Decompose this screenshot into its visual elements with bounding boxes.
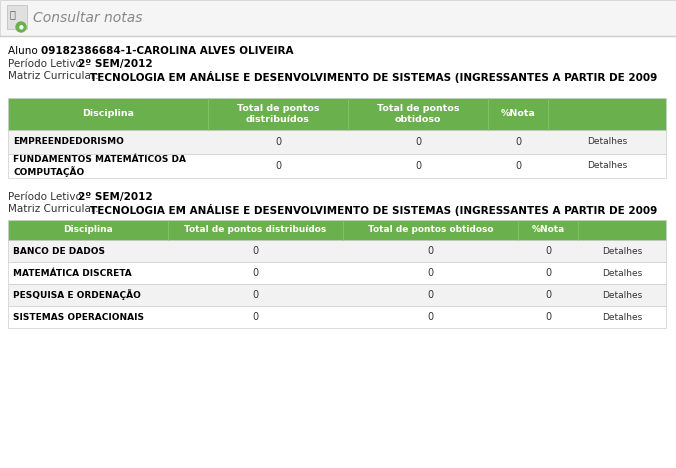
Bar xyxy=(8,130,666,154)
Bar xyxy=(0,0,676,36)
Text: Total de pontos
distribuídos: Total de pontos distribuídos xyxy=(237,104,319,124)
Text: 0: 0 xyxy=(275,161,281,171)
Bar xyxy=(8,220,666,240)
Text: Período Letivo:: Período Letivo: xyxy=(8,59,89,69)
Bar xyxy=(8,284,666,306)
Text: 09182386684-1-CAROLINA ALVES OLIVEIRA: 09182386684-1-CAROLINA ALVES OLIVEIRA xyxy=(41,46,293,56)
Bar xyxy=(8,240,666,262)
Text: 0: 0 xyxy=(515,161,521,171)
Bar xyxy=(8,306,666,328)
Text: 0: 0 xyxy=(545,246,551,256)
Text: TECNOLOGIA EM ANÁLISE E DESENVOLVIMENTO DE SISTEMAS (INGRESSANTES A PARTIR DE 20: TECNOLOGIA EM ANÁLISE E DESENVOLVIMENTO … xyxy=(90,71,657,83)
Text: TECNOLOGIA EM ANÁLISE E DESENVOLVIMENTO DE SISTEMAS (INGRESSANTES A PARTIR DE 20: TECNOLOGIA EM ANÁLISE E DESENVOLVIMENTO … xyxy=(90,204,657,216)
Text: 0: 0 xyxy=(415,137,421,147)
Text: 2º SEM/2012: 2º SEM/2012 xyxy=(78,59,153,69)
Text: 0: 0 xyxy=(427,312,433,322)
Text: Detalhes: Detalhes xyxy=(602,269,642,278)
Text: EMPREENDEDORISMO: EMPREENDEDORISMO xyxy=(13,138,124,146)
Text: SISTEMAS OPERACIONAIS: SISTEMAS OPERACIONAIS xyxy=(13,313,144,322)
Text: 0: 0 xyxy=(427,268,433,278)
Text: %Nota: %Nota xyxy=(531,226,564,234)
Bar xyxy=(8,98,666,130)
Text: MATEMÁTICA DISCRETA: MATEMÁTICA DISCRETA xyxy=(13,269,132,278)
Circle shape xyxy=(16,22,26,32)
Text: Matriz Curricular:: Matriz Curricular: xyxy=(8,204,102,214)
Text: 2º SEM/2012: 2º SEM/2012 xyxy=(78,192,153,202)
Text: 0: 0 xyxy=(545,312,551,322)
Text: 0: 0 xyxy=(275,137,281,147)
Text: 0: 0 xyxy=(545,290,551,300)
Text: Detalhes: Detalhes xyxy=(602,313,642,322)
Text: Matriz Curricular:: Matriz Curricular: xyxy=(8,71,102,81)
Text: PESQUISA E ORDENAÇÃO: PESQUISA E ORDENAÇÃO xyxy=(13,290,141,300)
Text: 0: 0 xyxy=(252,246,258,256)
Text: Detalhes: Detalhes xyxy=(602,247,642,256)
Text: Detalhes: Detalhes xyxy=(587,138,627,146)
Text: Total de pontos obtidoso: Total de pontos obtidoso xyxy=(368,226,493,234)
Text: Disciplina: Disciplina xyxy=(63,226,113,234)
Text: Período Letivo:: Período Letivo: xyxy=(8,192,89,202)
Text: 0: 0 xyxy=(252,290,258,300)
Bar xyxy=(8,262,666,284)
Text: 0: 0 xyxy=(515,137,521,147)
Bar xyxy=(8,154,666,178)
Text: 0: 0 xyxy=(427,290,433,300)
Text: BANCO DE DADOS: BANCO DE DADOS xyxy=(13,247,105,256)
Text: 🗎: 🗎 xyxy=(10,9,16,19)
Text: Detalhes: Detalhes xyxy=(602,291,642,300)
Text: 0: 0 xyxy=(252,268,258,278)
Text: Aluno: Aluno xyxy=(8,46,41,56)
Text: 0: 0 xyxy=(427,246,433,256)
Text: 0: 0 xyxy=(415,161,421,171)
Text: Disciplina: Disciplina xyxy=(82,110,134,118)
Text: Detalhes: Detalhes xyxy=(587,161,627,170)
Text: 0: 0 xyxy=(545,268,551,278)
Text: FUNDAMENTOS MATEMÁTICOS DA
COMPUTAÇÃO: FUNDAMENTOS MATEMÁTICOS DA COMPUTAÇÃO xyxy=(13,155,186,177)
Text: %Nota: %Nota xyxy=(500,110,535,118)
Text: 0: 0 xyxy=(252,312,258,322)
Text: ●: ● xyxy=(19,24,24,29)
Bar xyxy=(7,5,27,29)
Text: Total de pontos distribuídos: Total de pontos distribuídos xyxy=(185,226,327,234)
Text: Total de pontos
obtidoso: Total de pontos obtidoso xyxy=(377,104,459,124)
Text: Consultar notas: Consultar notas xyxy=(33,11,143,25)
